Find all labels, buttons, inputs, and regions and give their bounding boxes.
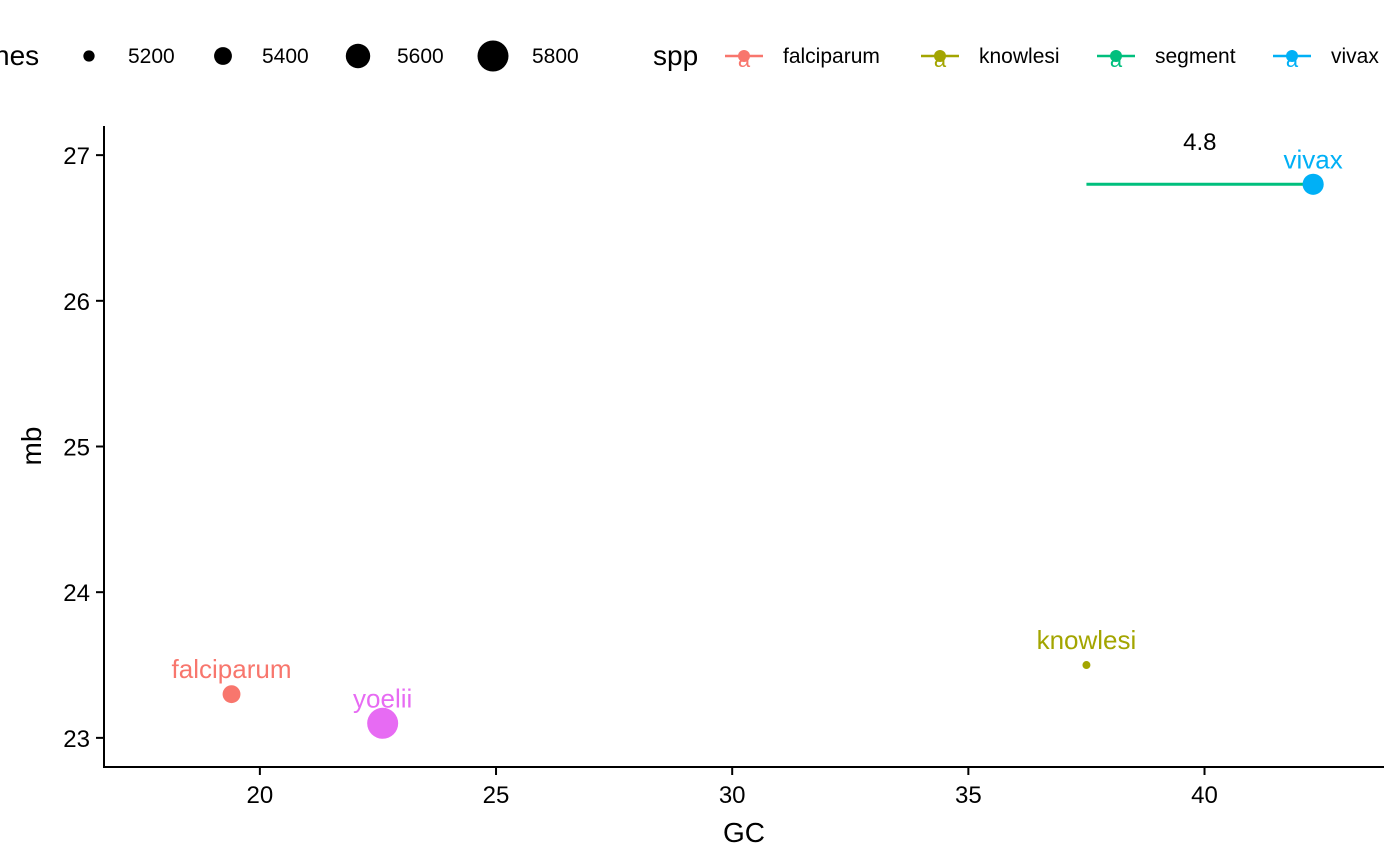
color-legend-key-point <box>738 50 750 62</box>
y-ticks: 23 24 25 26 27 <box>63 143 104 753</box>
x-tick-label: 25 <box>483 782 510 809</box>
size-legend-label: 5800 <box>532 45 579 68</box>
color-legend-key-glyph: a <box>1110 47 1123 72</box>
x-ticks: 20 25 30 35 40 <box>247 767 1218 809</box>
color-legend-key-point <box>1286 50 1298 62</box>
point-label-knowlesi: knowlesi <box>1037 625 1137 655</box>
x-tick-label: 40 <box>1191 782 1218 809</box>
point-label-falciparum: falciparum <box>172 654 292 684</box>
x-tick-label: 35 <box>955 782 982 809</box>
point-knowlesi <box>1082 661 1091 670</box>
size-legend: 5200 5400 5600 5800 <box>83 40 579 72</box>
color-legend-title: spp <box>653 40 698 71</box>
point-label-yoelii: yoelii <box>353 683 412 713</box>
segment-annotation: 4.8 <box>1183 129 1216 156</box>
point-yoelii <box>367 707 399 739</box>
color-legend-key-point <box>1110 50 1122 62</box>
size-legend-label: 5200 <box>128 45 175 68</box>
size-legend-key <box>477 40 509 72</box>
size-legend-key <box>345 43 371 69</box>
size-legend-label: 5400 <box>262 45 309 68</box>
point-vivax <box>1302 173 1324 195</box>
color-legend-label: falciparum <box>783 45 880 68</box>
color-legend-label: segment <box>1155 45 1236 68</box>
y-tick-label: 24 <box>63 580 90 607</box>
y-tick-label: 23 <box>63 726 90 753</box>
color-legend-key-glyph: a <box>738 47 751 72</box>
size-legend-label: 5600 <box>397 45 444 68</box>
plot-area: falciparum yoelii knowlesi vivax 4.8 <box>172 129 1343 739</box>
color-legend: a falciparum a knowlesi a segment a vivax <box>725 45 1379 72</box>
y-tick-label: 26 <box>63 289 90 316</box>
y-tick-label: 27 <box>63 143 90 170</box>
x-tick-label: 20 <box>247 782 274 809</box>
size-legend-title: nes <box>0 40 39 71</box>
color-legend-key-glyph: a <box>1286 47 1299 72</box>
x-axis-title: GC <box>723 817 765 848</box>
y-tick-label: 25 <box>63 435 90 462</box>
point-label-vivax: vivax <box>1284 144 1343 174</box>
size-legend-key <box>214 47 232 65</box>
point-falciparum <box>222 685 241 704</box>
y-axis-title: mb <box>16 427 47 466</box>
color-legend-key-glyph: a <box>934 47 947 72</box>
size-legend-key <box>83 50 95 62</box>
x-tick-label: 30 <box>719 782 746 809</box>
color-legend-label: knowlesi <box>979 45 1060 68</box>
color-legend-label: vivax <box>1331 45 1379 68</box>
color-legend-key-point <box>934 50 946 62</box>
legend: nes 5200 5400 5600 5800 spp a falciparum a kno… <box>0 40 1379 72</box>
axes: 20 25 30 35 40 23 24 25 26 27 GC mb <box>16 126 1384 848</box>
